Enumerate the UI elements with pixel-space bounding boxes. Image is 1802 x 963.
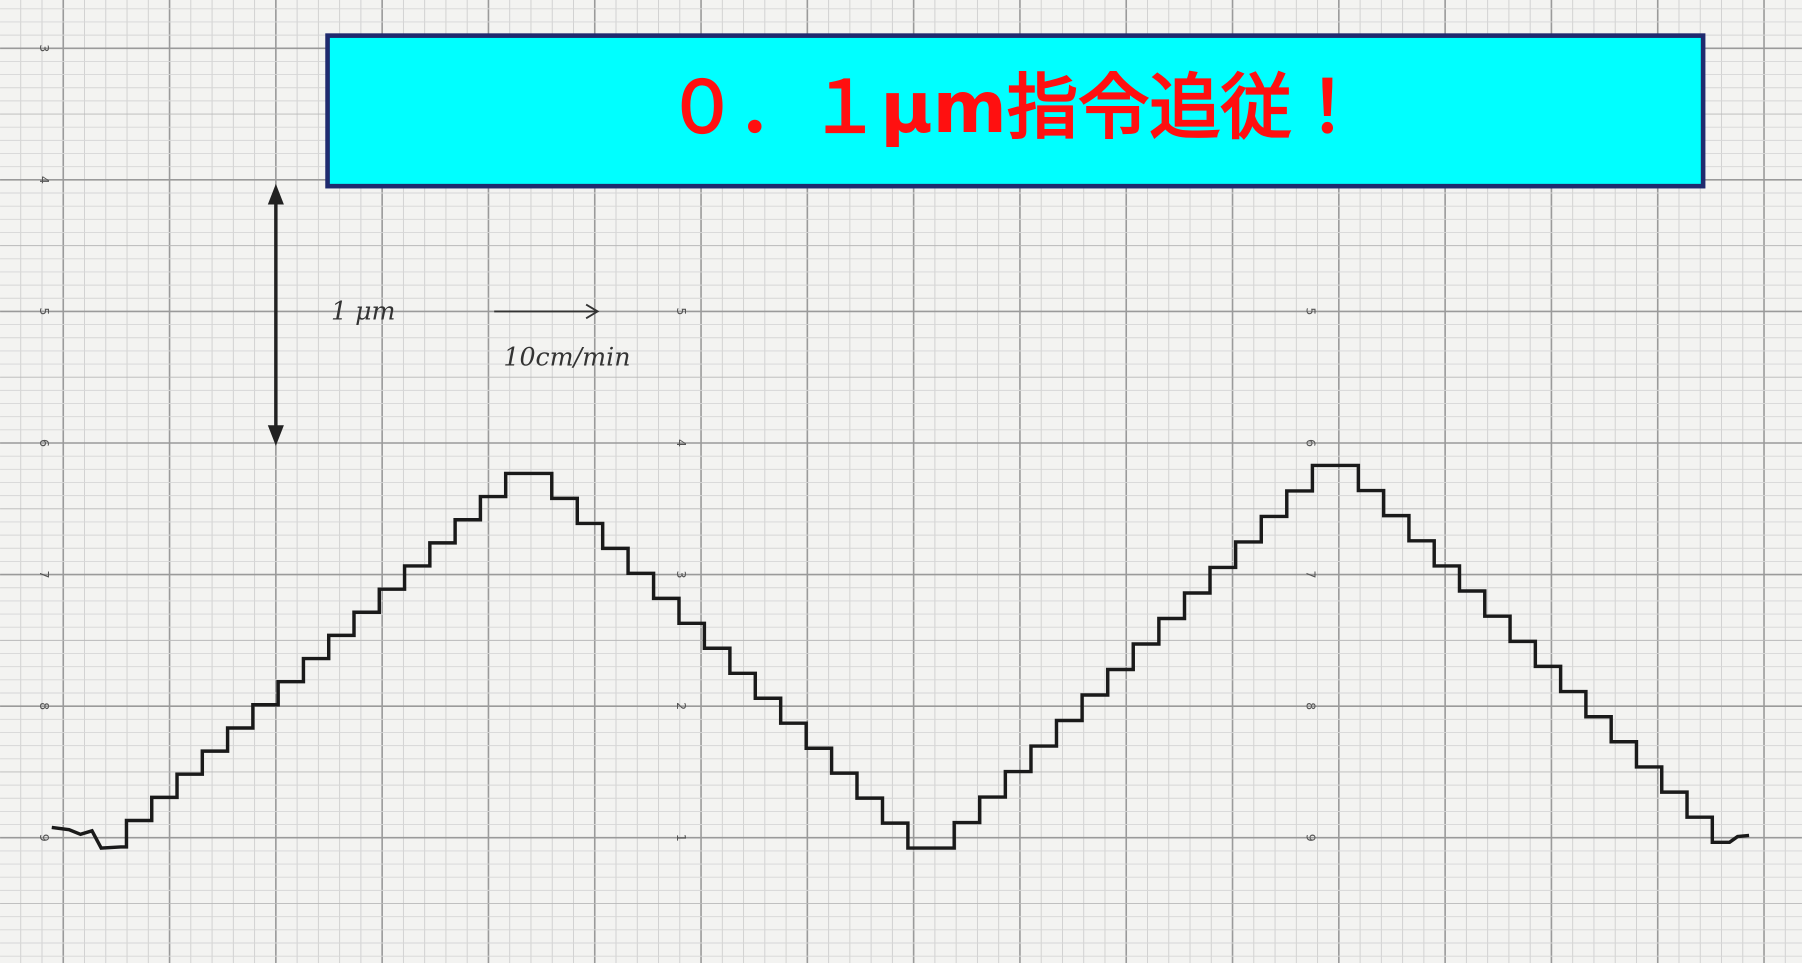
amplitude-label: 1 μm bbox=[331, 296, 395, 325]
scale-label: 7 bbox=[1304, 571, 1319, 579]
scale-label: 3 bbox=[37, 44, 52, 52]
scale-label: 3 bbox=[674, 571, 689, 579]
title: ０．１μm指令追従！ bbox=[667, 66, 1364, 149]
speed-label: 10cm/min bbox=[503, 342, 630, 371]
scale-label: 6 bbox=[37, 439, 52, 447]
scale-label: 2 bbox=[674, 702, 689, 710]
scale-label: 4 bbox=[674, 439, 689, 447]
recorder-sheet: 34567890543210567890 1 μm 10cm/min ０．１μm… bbox=[0, 0, 1802, 963]
scale-label: 9 bbox=[1304, 834, 1319, 842]
scale-label: 6 bbox=[1304, 439, 1319, 447]
scale-label: 8 bbox=[37, 702, 52, 710]
scale-label: 5 bbox=[37, 307, 52, 315]
scale-label: 9 bbox=[37, 834, 52, 842]
scale-label: 5 bbox=[674, 307, 689, 315]
scale-label: 1 bbox=[674, 834, 689, 842]
scale-label: 7 bbox=[37, 571, 52, 579]
scale-label: 4 bbox=[37, 176, 52, 184]
scale-label: 5 bbox=[1304, 307, 1319, 315]
scale-label: 8 bbox=[1304, 702, 1319, 710]
